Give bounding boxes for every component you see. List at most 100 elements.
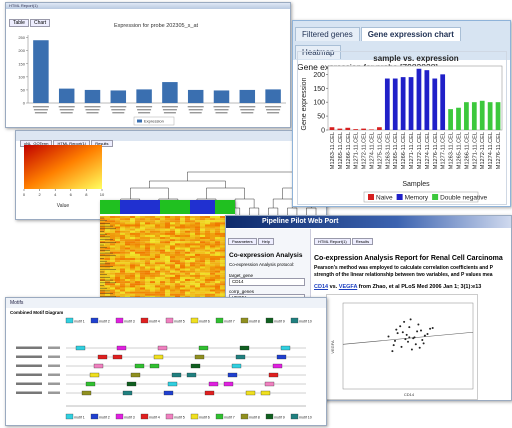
heat-cell [130,285,135,288]
heat-cell [105,268,110,271]
heat-cell [130,253,135,256]
heat-cell [105,249,110,252]
tab[interactable]: Heatmap [295,45,342,59]
heat-cell [165,239,170,242]
heat-cell [110,276,115,280]
heat-cell [130,293,135,296]
heat-cell [105,291,110,294]
heat-cell [135,226,140,229]
motif-block [153,354,164,360]
tab[interactable]: HTML Report(1) [314,238,351,245]
heat-cell [125,287,130,290]
tab[interactable]: Results [351,238,374,245]
heat-cell [215,266,220,269]
heat-cell [165,266,170,269]
heat-cell [125,224,130,227]
heat-cell [180,232,185,235]
heat-cell [140,285,145,288]
heat-cell [170,218,175,221]
tab[interactable]: Gene expression chart [360,27,461,41]
heat-cell [195,295,200,298]
motif-swatch [240,413,249,420]
plot-area [342,302,474,390]
heat-cell [145,224,150,227]
heat-cell [190,228,195,231]
heat-cell [150,285,155,288]
heat-cell [120,287,125,290]
heat-cell [145,234,150,238]
heat-cell [120,243,125,246]
y-tick-label: 50 [21,87,26,92]
heat-cell [155,258,160,261]
heat-cell [125,274,130,277]
heat-cell [190,276,195,280]
heat-cell [210,241,215,244]
heat-cell [180,237,185,240]
gene-link[interactable]: VEGFA [338,284,358,290]
bar [369,129,374,130]
heat-cell [185,245,190,248]
heat-cell [165,220,170,223]
heat-cell [140,289,145,292]
tab[interactable]: Chart [29,19,51,27]
heat-cell [150,218,155,221]
heat-cell [175,249,180,252]
heat-cell [200,274,205,277]
heat-cell [160,220,165,223]
heat-cell [155,272,160,275]
heat-cell [215,245,220,248]
row-label [16,373,42,376]
tab[interactable]: Table [9,19,29,27]
point [404,338,407,341]
heat-cell [130,245,135,248]
point [408,336,411,339]
tab[interactable]: Help [257,238,274,245]
heat-cell [185,289,190,292]
heat-cell [105,289,110,292]
field-input[interactable]: CD14 [229,278,305,286]
heat-cell [110,249,115,252]
heat-cell [185,234,190,238]
tab[interactable]: Parameters [228,238,257,245]
heat-cell [125,241,130,244]
heat-cell [210,274,215,277]
heat-cell [175,230,180,233]
dendrogram-link [234,198,255,208]
heat-cell [160,274,165,277]
bar [84,89,101,103]
heat-cell [125,243,130,246]
heat-cell [200,268,205,271]
heat-cell [135,243,140,246]
heat-cell [155,222,160,225]
tab[interactable]: Filtered genes [295,27,360,41]
heat-cell [125,220,130,223]
heat-cell [210,234,215,238]
heat-cell [155,241,160,244]
heat-cell [185,270,190,273]
motif-label: motif 3 [124,416,135,420]
heat-cell [170,255,175,259]
heat-cell [195,232,200,235]
heat-cell [135,281,140,284]
heat-cell [205,293,210,296]
heat-cell [155,247,160,250]
heat-cell [205,239,210,242]
heat-cell [130,226,135,229]
heat-cell [140,253,145,256]
motif-block [280,345,291,351]
heat-cell [125,247,130,250]
heat-cell [130,234,135,238]
x-tick-label: M1263-11.CEL [385,132,391,169]
heat-cell [220,220,225,223]
legend-swatch [137,119,142,123]
heat-cell [110,228,115,231]
heat-cell [195,287,200,290]
motif-label: motif 1 [74,320,85,324]
point [399,325,402,328]
motif-block [208,381,219,387]
gene-link[interactable]: CD14 [314,284,329,290]
heat-cell [125,216,130,219]
heat-cell [160,270,165,273]
x-tick-label: M1266-11.CEL [346,132,352,169]
heat-cell [180,270,185,273]
